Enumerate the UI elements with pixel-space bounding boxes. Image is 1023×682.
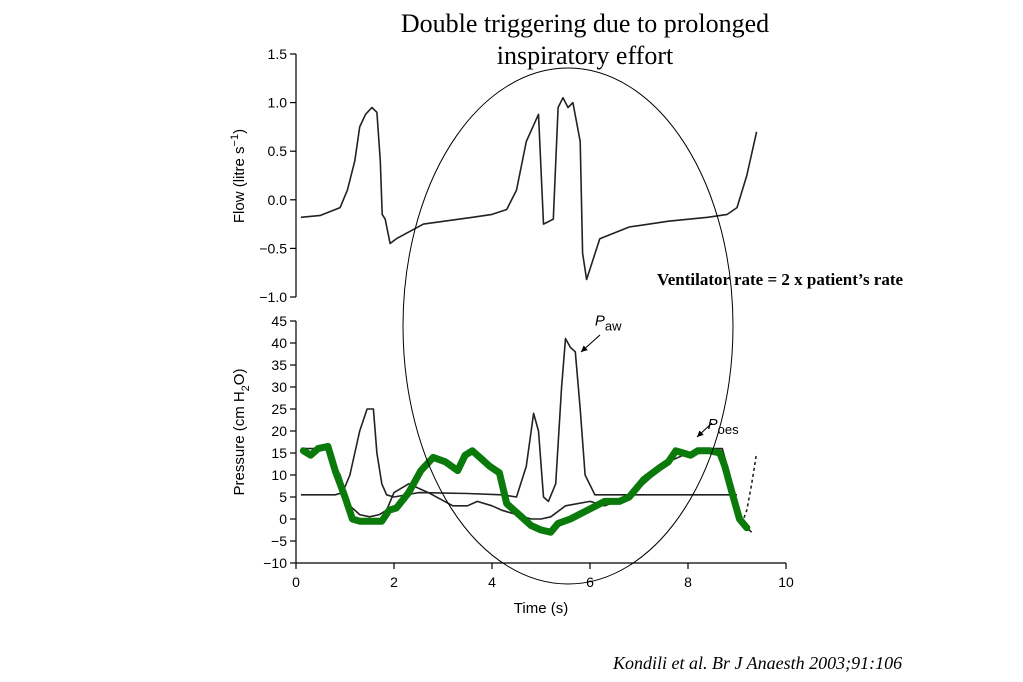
- pressure-axis-label-tail: O): [231, 369, 248, 386]
- xtick-label: 8: [684, 574, 692, 590]
- overlay-layer: [299, 67, 751, 585]
- curve-label-sub: aw: [605, 318, 622, 333]
- flow-ytick-label: −1.0: [259, 289, 287, 305]
- label-arrow-head: [697, 430, 704, 437]
- curve-label-oes: Poes: [708, 416, 739, 437]
- flow-ytick-label: −0.5: [259, 240, 287, 256]
- pressure-axis-label-subscript: 2: [240, 385, 252, 391]
- flow-axis-label-close: ): [231, 129, 248, 134]
- pressure-ytick-label: 30: [271, 379, 287, 395]
- pressure-ytick-label: 10: [271, 467, 287, 483]
- time-axis-label: Time (s): [514, 600, 568, 617]
- pressure-ytick-label: 45: [271, 313, 287, 329]
- green-highlight-trace: [299, 442, 751, 536]
- curve-label-aw: Paw: [595, 312, 622, 333]
- highlight-ellipse: [402, 67, 734, 585]
- xtick-label: 4: [488, 574, 496, 590]
- pressure-trace-dashed: [741, 452, 758, 524]
- flow-axis-label-exponent: −1: [229, 134, 241, 147]
- ventilator-rate-annotation: Ventilator rate = 2 x patient’s rate: [657, 270, 904, 289]
- pressure-ytick-label: −5: [271, 533, 287, 549]
- curve-label-sub: oes: [718, 422, 739, 437]
- flow-ytick-label: 0.0: [268, 192, 288, 208]
- curve-label-main: P: [708, 416, 718, 433]
- pressure-ytick-label: 5: [279, 489, 287, 505]
- xtick-label: 10: [778, 574, 794, 590]
- pressure-ytick-label: 40: [271, 335, 287, 351]
- flow-trace: [300, 96, 758, 281]
- pressure-ytick-label: 15: [271, 445, 287, 461]
- pressure-ytick-label: 25: [271, 401, 287, 417]
- citation: Kondili et al. Br J Anaesth 2003;91:106: [613, 653, 903, 673]
- slide-title: Double triggering due to prolonged inspi…: [335, 8, 835, 72]
- flow-ytick-label: 0.5: [268, 143, 288, 159]
- slide-title-line1: Double triggering due to prolonged: [400, 9, 770, 38]
- pressure-ytick-label: 0: [279, 511, 287, 527]
- label-arrow-head: [581, 345, 588, 352]
- flow-ytick-label: 1.0: [268, 95, 288, 111]
- flow-axis-label: Flow (litre s−1): [229, 129, 248, 223]
- pressure-trace-paw: [300, 337, 737, 503]
- xtick-label: 0: [292, 574, 300, 590]
- flow-plot: −1.0 −0.5 0.0 0.5 1.0 1.5 Flow (litre s−1): [229, 46, 758, 305]
- flow-ytick-label: 1.5: [268, 46, 288, 62]
- slide-title-line2: inspiratory effort: [496, 41, 674, 70]
- curve-label-main: P: [595, 312, 605, 329]
- pressure-ytick-label: −10: [263, 555, 287, 571]
- pressure-axis-label: Pressure (cm H2O): [231, 369, 252, 496]
- pressure-ytick-label: 35: [271, 357, 287, 373]
- pressure-ytick-label: 20: [271, 423, 287, 439]
- xtick-label: 2: [390, 574, 398, 590]
